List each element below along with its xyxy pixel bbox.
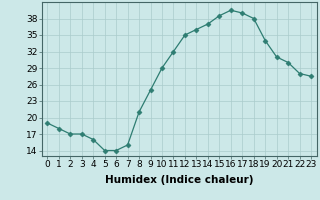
X-axis label: Humidex (Indice chaleur): Humidex (Indice chaleur) bbox=[105, 175, 253, 185]
